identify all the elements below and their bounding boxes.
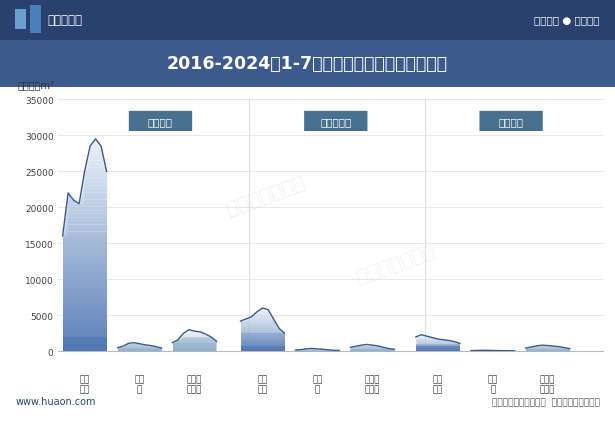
Text: 数据来源：国家统计局  华经产业研究院整理: 数据来源：国家统计局 华经产业研究院整理 — [492, 397, 600, 406]
Text: 单位：万m²: 单位：万m² — [18, 80, 55, 90]
FancyBboxPatch shape — [480, 112, 543, 132]
Text: 2016-2024年1-7月陕西省房地产施工面积情况: 2016-2024年1-7月陕西省房地产施工面积情况 — [167, 55, 448, 73]
Bar — [15, 10, 26, 30]
FancyBboxPatch shape — [129, 112, 192, 132]
Text: 专业严谨 ● 客观科学: 专业严谨 ● 客观科学 — [534, 15, 600, 25]
Text: 商品
住宅: 商品 住宅 — [433, 374, 443, 394]
Text: www.huaon.com: www.huaon.com — [15, 397, 96, 406]
Text: 竣工面积: 竣工面积 — [499, 117, 523, 127]
Text: 办公
楼: 办公 楼 — [488, 374, 498, 394]
Text: 华经产业研究院: 华经产业研究院 — [223, 173, 307, 219]
Text: 商业营
业用房: 商业营 业用房 — [187, 374, 202, 394]
Bar — [30, 6, 41, 35]
Text: 办公
楼: 办公 楼 — [135, 374, 145, 394]
Text: 华经产业研究院: 华经产业研究院 — [354, 241, 438, 286]
Text: 施工面积: 施工面积 — [148, 117, 173, 127]
Text: 办公
楼: 办公 楼 — [312, 374, 323, 394]
Text: 商品
住宅: 商品 住宅 — [79, 374, 90, 394]
Text: 商业营
业用房: 商业营 业用房 — [365, 374, 380, 394]
FancyBboxPatch shape — [304, 112, 367, 132]
Text: 商业营
业用房: 商业营 业用房 — [540, 374, 555, 394]
Text: 华经情报网: 华经情报网 — [47, 14, 82, 27]
Text: 商品
住宅: 商品 住宅 — [258, 374, 268, 394]
Text: 新开工面积: 新开工面积 — [320, 117, 351, 127]
